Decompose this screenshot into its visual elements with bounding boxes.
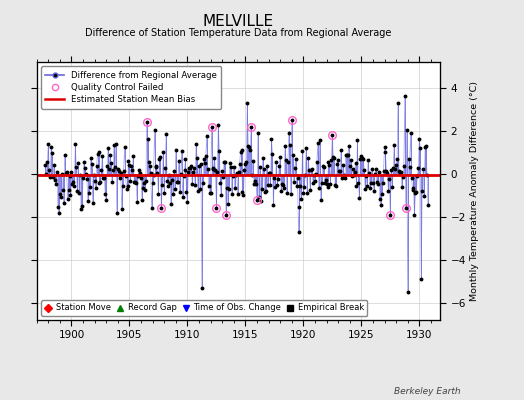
Y-axis label: Monthly Temperature Anomaly Difference (°C): Monthly Temperature Anomaly Difference (… xyxy=(470,81,479,301)
Text: Berkeley Earth: Berkeley Earth xyxy=(395,387,461,396)
Text: MELVILLE: MELVILLE xyxy=(203,14,274,29)
Legend: Station Move, Record Gap, Time of Obs. Change, Empirical Break: Station Move, Record Gap, Time of Obs. C… xyxy=(41,300,367,316)
Text: Difference of Station Temperature Data from Regional Average: Difference of Station Temperature Data f… xyxy=(85,28,391,38)
